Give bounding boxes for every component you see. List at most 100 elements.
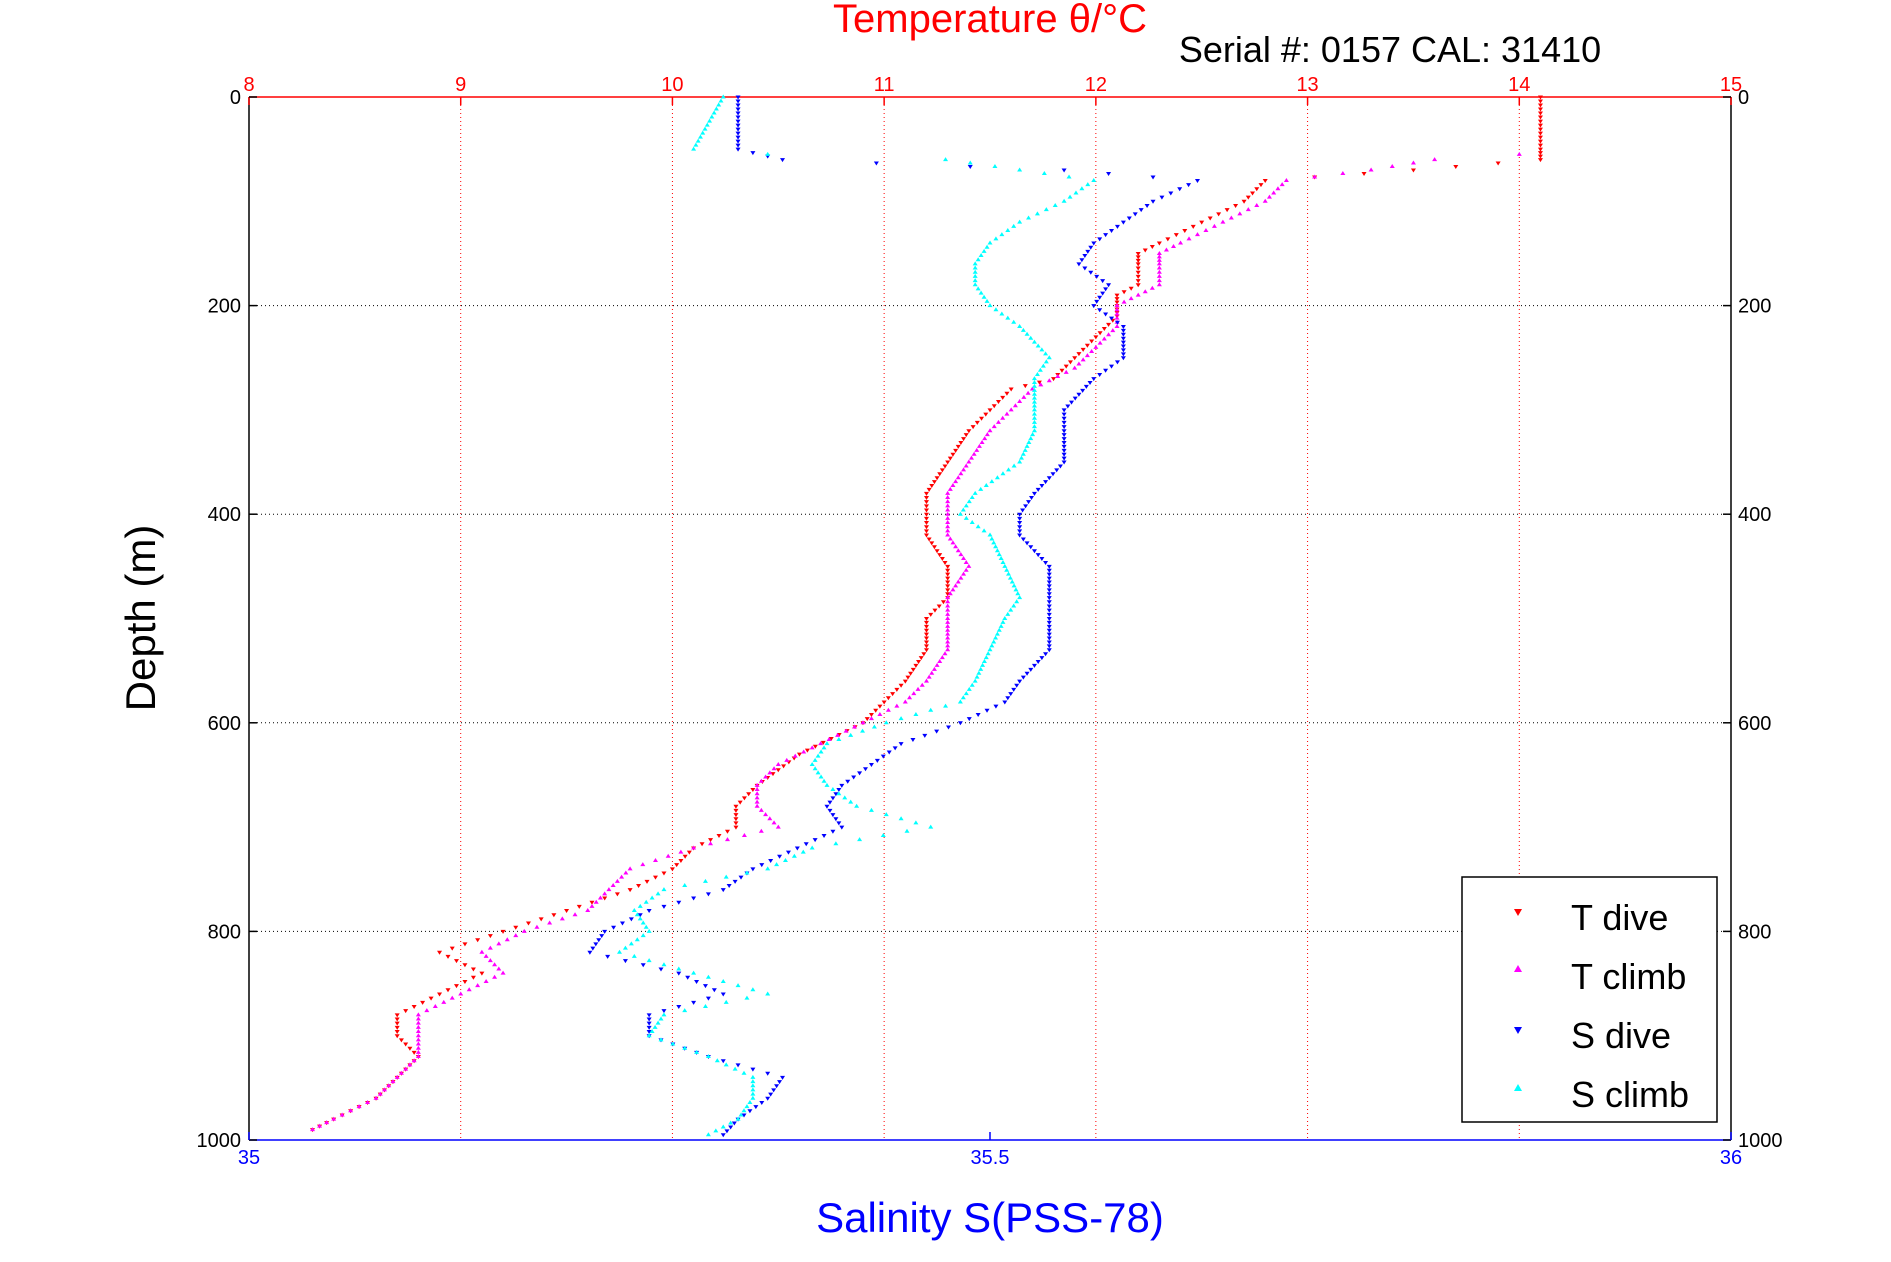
data-point <box>711 110 717 115</box>
data-point <box>945 520 951 525</box>
data-point <box>602 891 608 896</box>
data-point <box>1030 432 1036 437</box>
tick-label-depth-right: 0 <box>1738 87 1749 109</box>
tick-label-depth-right: 600 <box>1738 713 1771 735</box>
data-point <box>981 659 987 664</box>
tick-label-temperature: 15 <box>1720 74 1742 96</box>
data-point <box>732 1066 738 1071</box>
data-point <box>1120 220 1126 225</box>
data-point <box>1103 368 1109 373</box>
data-point <box>890 692 896 697</box>
data-point <box>1156 278 1162 283</box>
data-point <box>945 631 951 636</box>
data-point <box>1537 103 1543 108</box>
data-point <box>961 467 967 472</box>
data-point <box>955 444 961 449</box>
legend-marker-t-climb <box>1514 965 1522 972</box>
data-point <box>643 924 649 929</box>
data-point <box>1156 241 1162 246</box>
data-point <box>386 1083 392 1088</box>
data-point <box>1039 347 1045 352</box>
data-point <box>886 750 892 755</box>
tick-label-temperature: 8 <box>243 74 254 96</box>
data-point <box>857 837 863 842</box>
data-point <box>1142 248 1148 253</box>
data-point <box>724 829 730 834</box>
data-point <box>735 131 741 136</box>
data-point <box>873 161 879 166</box>
data-point <box>758 778 764 783</box>
data-point <box>713 1128 719 1133</box>
data-point <box>943 157 949 162</box>
data-point <box>975 257 981 262</box>
data-point <box>928 707 934 712</box>
data-point <box>709 114 715 119</box>
data-point <box>1061 168 1067 173</box>
data-point <box>1039 484 1045 489</box>
tick-label-depth-left: 400 <box>208 504 241 526</box>
data-point <box>733 804 739 809</box>
data-point <box>1046 476 1052 481</box>
data-point <box>1262 198 1268 203</box>
data-point <box>1061 448 1067 453</box>
data-point <box>726 884 732 889</box>
data-point <box>774 1084 780 1089</box>
data-point <box>966 499 972 504</box>
data-point <box>1015 591 1021 596</box>
data-point <box>874 758 880 763</box>
data-point <box>1046 572 1052 577</box>
data-point <box>961 556 967 561</box>
data-point <box>824 741 830 746</box>
data-point <box>968 455 974 460</box>
data-point <box>637 903 643 908</box>
data-point <box>596 938 602 943</box>
data-point <box>904 828 910 833</box>
data-point <box>770 772 776 777</box>
data-point <box>462 942 468 947</box>
data-point <box>1135 255 1141 260</box>
data-point <box>720 888 726 893</box>
data-point <box>1389 164 1395 169</box>
data-point <box>513 925 519 930</box>
data-point <box>918 656 924 661</box>
series-s-dive <box>587 95 1200 1138</box>
data-point <box>945 595 951 600</box>
data-point <box>619 921 625 926</box>
data-point <box>415 1049 421 1054</box>
data-point <box>637 916 643 921</box>
data-point <box>1063 369 1069 374</box>
data-point <box>931 545 937 550</box>
data-point <box>945 511 951 516</box>
data-point <box>1043 351 1049 356</box>
data-point <box>1046 632 1052 637</box>
data-point <box>796 752 802 757</box>
data-point <box>377 1091 383 1096</box>
data-point <box>646 909 652 914</box>
data-point <box>750 1087 756 1092</box>
data-point <box>1135 251 1141 256</box>
data-point <box>923 620 929 625</box>
data-point <box>1156 257 1162 262</box>
data-point <box>317 1123 323 1128</box>
data-point <box>496 941 502 946</box>
data-point <box>1028 496 1034 501</box>
data-point <box>637 913 643 918</box>
data-point <box>1005 315 1011 320</box>
data-point <box>767 816 773 821</box>
data-point <box>923 648 929 653</box>
data-point <box>781 764 787 769</box>
data-point <box>916 660 922 665</box>
data-point <box>723 874 729 879</box>
data-point <box>634 937 640 942</box>
data-point <box>1082 254 1088 259</box>
data-point <box>702 1003 708 1008</box>
data-point <box>614 878 620 883</box>
data-point <box>842 795 848 800</box>
data-point <box>991 404 997 409</box>
data-point <box>628 941 634 946</box>
data-point <box>1046 576 1052 581</box>
data-point <box>492 962 498 967</box>
data-point <box>1011 319 1017 324</box>
data-point <box>1211 223 1217 228</box>
data-point <box>961 571 967 576</box>
